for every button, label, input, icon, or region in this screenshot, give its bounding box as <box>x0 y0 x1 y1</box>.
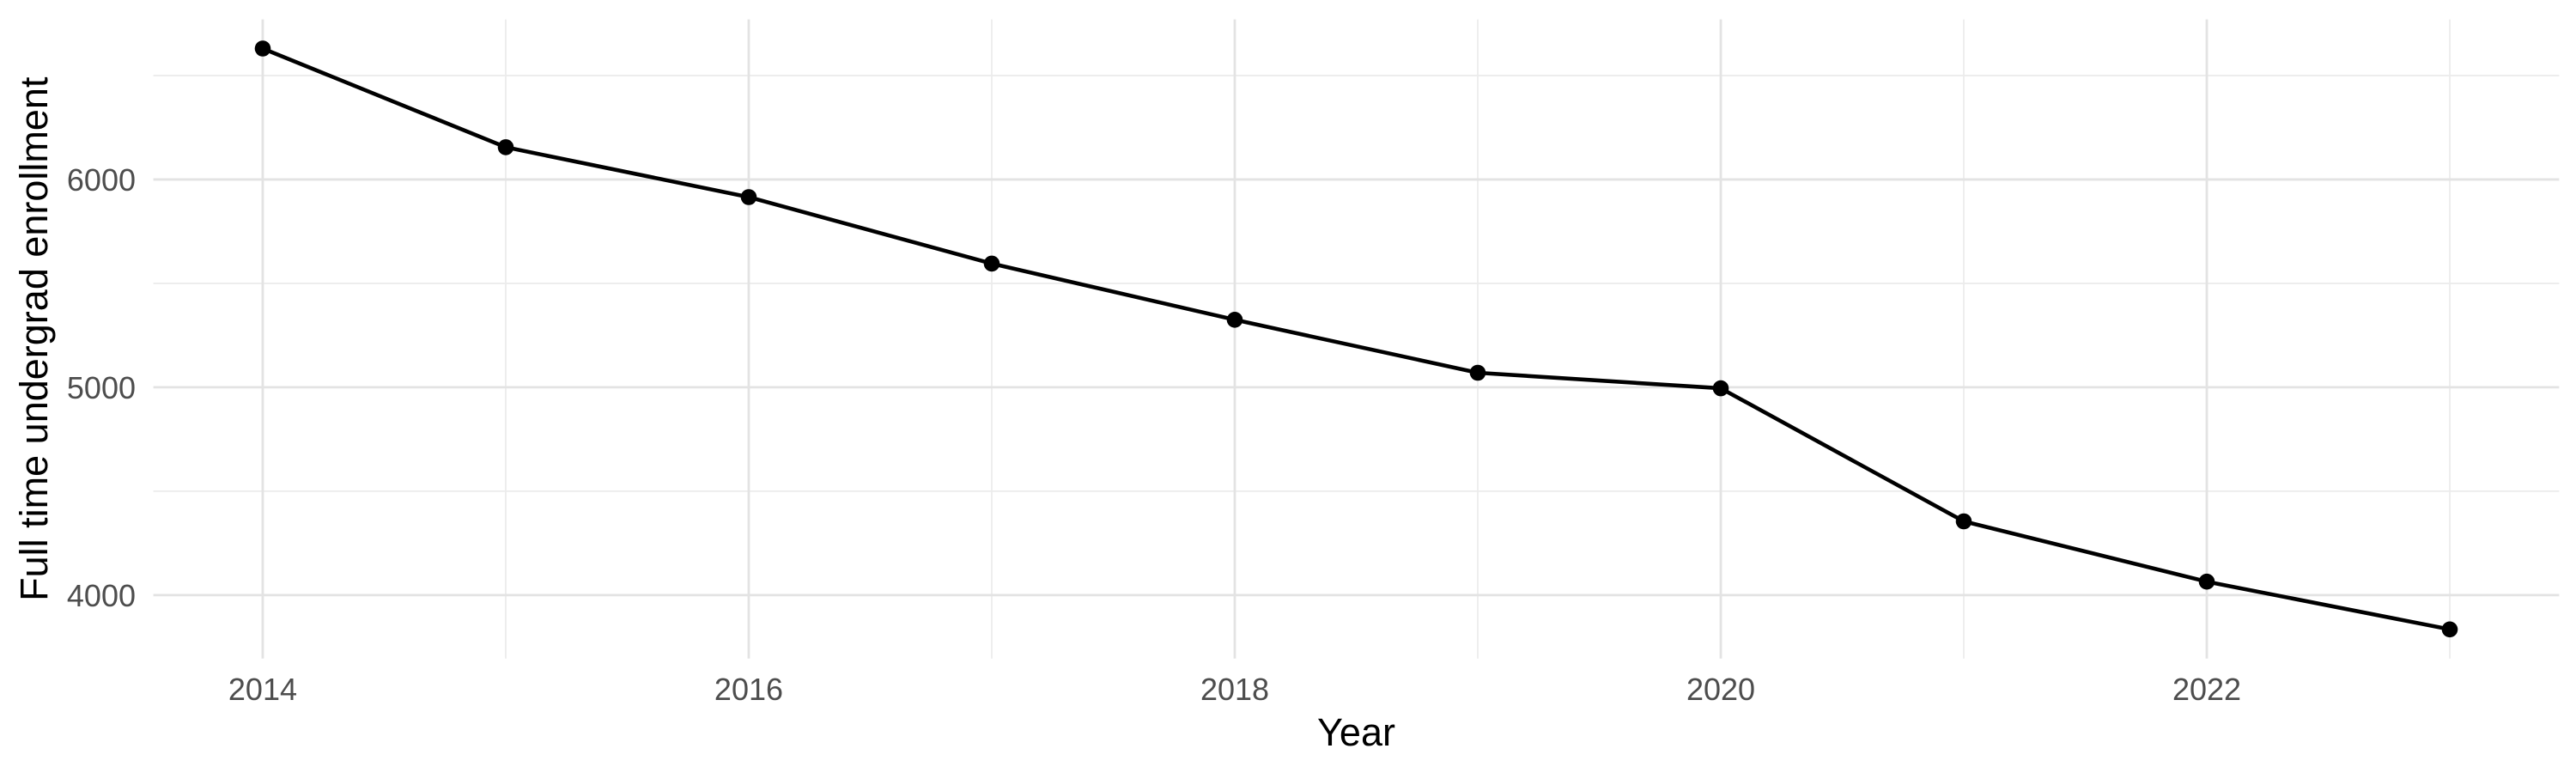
x-tick-label: 2020 <box>1686 672 1755 707</box>
data-point-2017 <box>983 255 1000 272</box>
x-tick-label: 2014 <box>228 672 297 707</box>
data-point-2016 <box>740 189 757 205</box>
x-tick-label: 2018 <box>1200 672 1269 707</box>
data-point-2018 <box>1226 312 1243 328</box>
data-point-2022 <box>2198 573 2215 590</box>
data-point-2015 <box>497 139 514 155</box>
data-point-2023 <box>2441 621 2458 638</box>
x-tick-label: 2016 <box>714 672 783 707</box>
y-tick-label: 5000 <box>67 370 136 405</box>
x-tick-label: 2022 <box>2172 672 2241 707</box>
data-point-2020 <box>1712 380 1729 397</box>
y-axis-title: Full time undergrad enrollment <box>12 76 56 601</box>
data-point-2021 <box>1955 513 1972 530</box>
series-line <box>262 46 2451 632</box>
y-tick-label: 4000 <box>67 578 136 613</box>
x-axis-title: Year <box>1317 710 1395 754</box>
data-point-2019 <box>1469 364 1486 381</box>
data-point-2014 <box>254 40 271 57</box>
y-tick-label: 6000 <box>67 162 136 198</box>
